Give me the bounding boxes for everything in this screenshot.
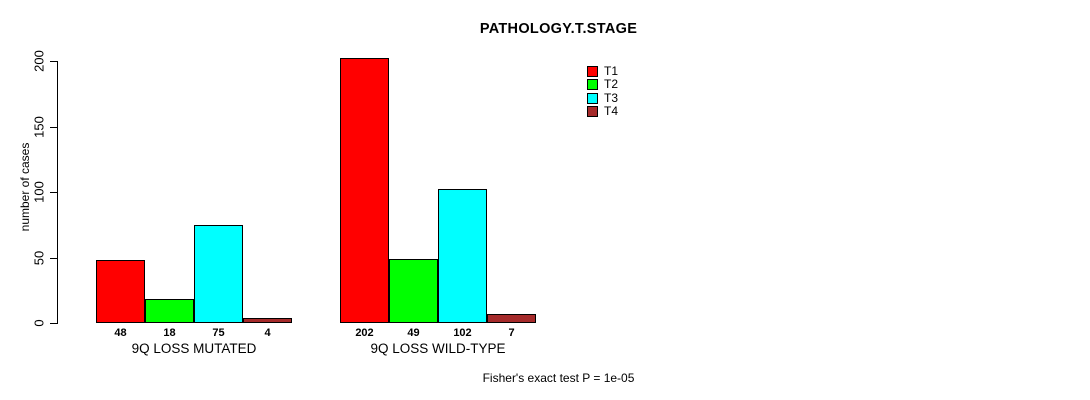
bar bbox=[194, 225, 243, 323]
bar bbox=[340, 58, 389, 323]
legend-label: T2 bbox=[604, 77, 619, 92]
y-axis-tick-label: 0 bbox=[31, 319, 47, 327]
legend: T1 T2 T3 T4 bbox=[587, 64, 619, 120]
bar bbox=[145, 299, 194, 323]
bar-value-label: 49 bbox=[407, 327, 420, 339]
y-axis-tick-label: 100 bbox=[31, 181, 47, 203]
bar-value-label: 18 bbox=[163, 327, 176, 339]
legend-label: T3 bbox=[604, 90, 619, 105]
y-axis-line bbox=[57, 61, 58, 324]
legend-swatch bbox=[587, 66, 598, 77]
bar-value-label: 75 bbox=[212, 327, 225, 339]
legend-item: T1 bbox=[587, 64, 619, 78]
bar-value-label: 102 bbox=[453, 327, 472, 339]
bar bbox=[438, 189, 487, 323]
bar bbox=[96, 260, 145, 323]
bar-value-label: 202 bbox=[355, 327, 374, 339]
annotation-text: Fisher's exact test P = 1e-05 bbox=[482, 371, 635, 385]
legend-swatch bbox=[587, 106, 598, 118]
y-axis-tick bbox=[50, 323, 57, 324]
bar bbox=[487, 314, 536, 323]
legend-item: T2 bbox=[587, 77, 619, 92]
legend-label: T4 bbox=[604, 104, 619, 119]
bar-value-label: 7 bbox=[508, 327, 515, 339]
legend-item: T4 bbox=[587, 104, 619, 119]
y-axis-tick-label: 150 bbox=[31, 116, 47, 138]
legend-swatch bbox=[587, 92, 598, 104]
legend-item: T3 bbox=[587, 90, 619, 105]
y-axis-tick bbox=[50, 127, 57, 128]
y-axis-tick-label: 200 bbox=[31, 50, 47, 72]
y-axis-tick-label: 50 bbox=[31, 250, 47, 266]
bar bbox=[389, 259, 438, 323]
y-axis-tick bbox=[50, 192, 57, 193]
bar-value-label: 48 bbox=[114, 327, 127, 339]
bar bbox=[243, 318, 292, 323]
group-label: 9Q LOSS WILD-TYPE bbox=[370, 341, 506, 356]
group-label: 9Q LOSS MUTATED bbox=[131, 341, 257, 356]
y-axis-tick bbox=[50, 61, 57, 62]
y-axis-tick bbox=[50, 258, 57, 259]
bar-value-label: 4 bbox=[264, 327, 271, 339]
legend-swatch bbox=[587, 79, 598, 91]
legend-label: T1 bbox=[604, 64, 619, 78]
chart-title: PATHOLOGY.T.STAGE bbox=[479, 21, 638, 37]
